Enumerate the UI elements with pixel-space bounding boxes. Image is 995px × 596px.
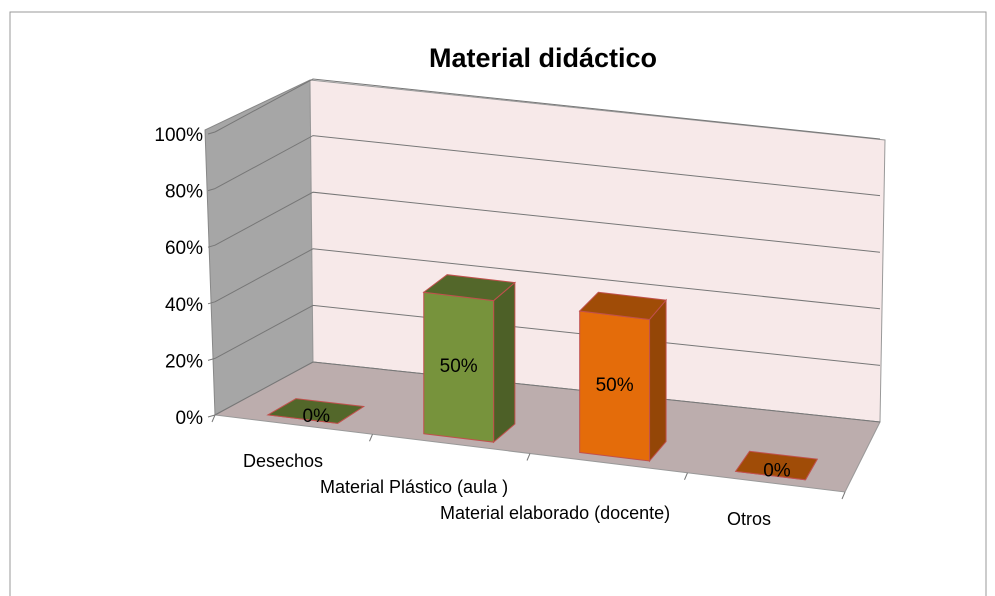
value-label: 0% [303,406,331,427]
x-tick [841,491,846,500]
x-tick [526,453,531,461]
bar-top [266,398,366,424]
y-tick-label: 20% [165,351,203,372]
value-label: 50% [440,356,478,377]
grid-line [214,191,881,253]
y-tick [207,301,216,305]
y-tick [207,244,216,248]
bar-top [422,274,517,302]
y-tick-label: 0% [176,408,204,429]
x-tick-label: Material elaborado (docente) [440,503,670,523]
x-tick [684,472,688,480]
chart-title: Material didáctico [429,43,657,73]
left-wall [204,79,314,416]
y-tick [207,188,216,192]
y-tick [207,131,216,135]
y-tick-label: 100% [154,125,203,146]
y-tick [207,357,216,361]
y-tick-label: 60% [165,238,203,259]
grid-line [214,304,881,366]
y-tick-label: 80% [165,182,203,203]
x-tick-label: Otros [727,509,771,529]
x-tick-label: Desechos [243,451,323,471]
x-tick [211,414,216,423]
bar-top [734,450,819,481]
y-tick [207,414,216,418]
bar-top [578,291,668,321]
grid-line [214,248,881,310]
grid-line [214,361,881,423]
y-tick-label: 40% [165,295,203,316]
grid-line [214,135,881,197]
x-tick [369,434,373,442]
value-label: 50% [596,375,634,396]
bar-side [649,298,667,463]
value-label: 0% [763,460,791,481]
bar-side [493,281,516,444]
x-tick-label: Material Plástico (aula ) [320,477,508,497]
grid-line [214,78,881,140]
